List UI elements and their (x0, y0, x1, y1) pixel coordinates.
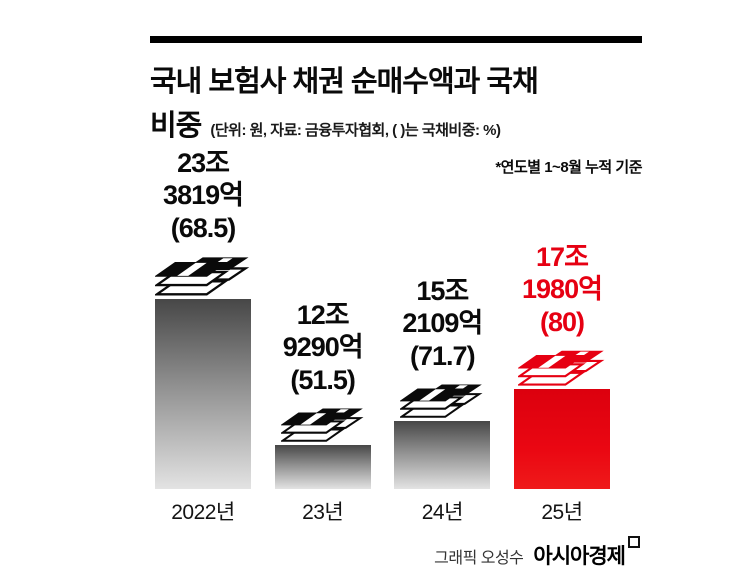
bar-column (394, 421, 491, 489)
bar-column (155, 299, 251, 489)
bar-value-line2: 9290억 (282, 332, 364, 363)
money-stack-icon (279, 403, 365, 443)
bar-value-line2: 3819억 (163, 180, 244, 211)
bar-group-25: 17조 1980억 (80) (509, 241, 615, 526)
bar-value-label: 17조 1980억 (80) (522, 241, 603, 338)
bar-percent-line: (71.7) (410, 340, 476, 371)
chart-subtitle: (단위: 원, 자료: 금융투자협회, ( )는 국채비중: %) (210, 121, 501, 139)
brand-logo-mark-icon (628, 536, 640, 548)
bar-group-2022: 23조 3819억 (68.5) (150, 147, 256, 526)
x-axis-label: 24년 (421, 501, 464, 524)
footer-credit: 그래픽 오성수 아시아경제 (434, 536, 640, 570)
bar-column (513, 389, 610, 489)
bar-percent-line: (80) (539, 306, 585, 337)
chart-footnote: *연도별 1~8월 누적 기준 (495, 158, 642, 176)
money-stack-icon (516, 345, 606, 387)
bar-value-label: 23조 3819억 (68.5) (163, 147, 244, 244)
bar-value-label: 15조 2109억 (71.7) (402, 275, 483, 372)
header: 국내 보험사 채권 순매수액과 국채 비중 (단위: 원, 자료: 금융투자협회… (150, 36, 643, 177)
chart-title-line1: 국내 보험사 채권 순매수액과 국채 (150, 66, 539, 98)
x-axis-label: 23년 (302, 501, 344, 524)
bar-value-line1: 12조 (296, 299, 350, 330)
bar-value-line1: 15조 (416, 275, 469, 306)
x-axis-label: 25년 (541, 501, 583, 524)
money-stack-icon (398, 379, 484, 419)
bar-column (274, 445, 371, 489)
bar-value-line2: 1980억 (522, 274, 603, 305)
graphic-credit: 그래픽 오성수 (434, 550, 524, 567)
bar-percent-line: (51.5) (290, 364, 356, 395)
bar-group-23: 12조 9290억 (51.5) (270, 299, 376, 526)
bar-chart: 23조 3819억 (68.5) (150, 147, 615, 526)
money-stack-icon (153, 251, 251, 297)
bar-group-24: 15조 2109억 (71.7) (389, 275, 495, 526)
brand-name: 아시아경제 (533, 545, 626, 568)
bar-value-line2: 2109억 (402, 308, 483, 339)
chart-title-line2: 비중 (단위: 원, 자료: 금융투자협회, ( )는 국채비중: %) (150, 102, 642, 144)
bar-value-line1: 23조 (177, 147, 230, 178)
chart-title-bold: 비중 (150, 109, 202, 142)
x-axis-label: 2022년 (171, 501, 235, 524)
bar-percent-line: (68.5) (170, 212, 237, 243)
top-rule (150, 36, 642, 43)
brand-logo: 아시아경제 (533, 536, 640, 570)
bar-value-label: 12조 9290억 (51.5) (282, 299, 364, 396)
bar-value-line1: 17조 (536, 241, 589, 272)
